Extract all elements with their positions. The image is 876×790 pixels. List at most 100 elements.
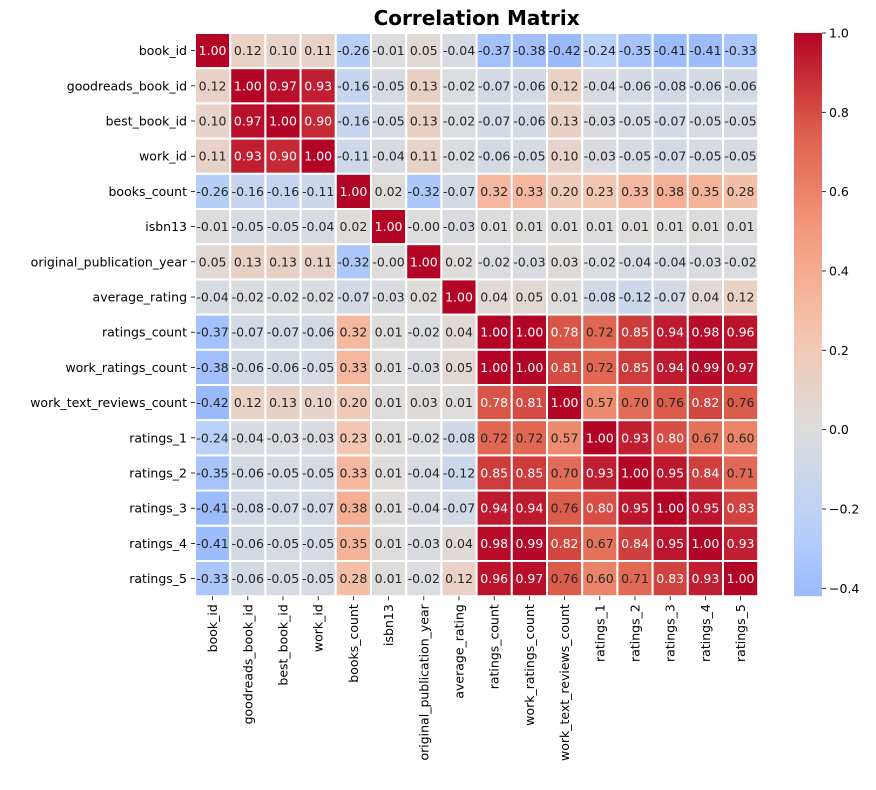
cell-value-label: -0.07 [478, 78, 510, 93]
cell-value-label: -0.06 [513, 114, 545, 129]
cell-value-label: 0.10 [551, 149, 579, 164]
cell-value-label: 0.82 [691, 395, 719, 410]
cell-value-label: 0.93 [621, 430, 649, 445]
column-label: work_text_reviews_count [557, 604, 572, 761]
cell-value-label: 0.13 [269, 254, 297, 269]
cell-value-label: -0.37 [478, 43, 510, 58]
cell-value-label: 0.01 [375, 360, 403, 375]
cell-value-label: 0.05 [515, 290, 543, 305]
cell-value-label: -0.04 [372, 149, 404, 164]
heatmap-cell [229, 243, 267, 281]
cell-value-label: -0.06 [302, 325, 334, 340]
cell-value-label: -0.05 [689, 114, 721, 129]
cell-value-label: -0.38 [513, 43, 545, 58]
cell-value-label: 1.00 [269, 114, 297, 129]
cell-value-label: 1.00 [515, 325, 543, 340]
cell-value-label: -0.35 [619, 43, 651, 58]
cell-value-label: 0.01 [551, 290, 579, 305]
row-label: best_book_id [106, 114, 187, 129]
cell-value-label: 0.81 [515, 395, 543, 410]
cell-value-label: 0.60 [727, 430, 755, 445]
heatmap-cell [264, 243, 302, 281]
cell-value-label: -0.07 [654, 290, 686, 305]
cell-value-label: 0.01 [586, 219, 614, 234]
heatmap-cell [440, 172, 478, 211]
cell-value-label: -0.05 [267, 571, 299, 586]
cell-value-label: 1.00 [586, 430, 614, 445]
cell-value-label: -0.02 [302, 290, 334, 305]
heatmap-cell [686, 524, 724, 562]
heatmap-cell [229, 454, 267, 492]
cell-value-label: -0.02 [443, 78, 475, 93]
cell-value-label: 0.03 [410, 395, 438, 410]
cell-value-label: -0.05 [619, 114, 651, 129]
column-label: original_publication_year [416, 603, 431, 760]
cell-value-label: -0.05 [724, 149, 756, 164]
cell-value-label: -0.04 [302, 219, 334, 234]
heatmap-cell [229, 137, 267, 175]
cell-value-label: -0.06 [724, 78, 756, 93]
cell-value-label: 0.93 [691, 571, 719, 586]
heatmap-cell [440, 489, 478, 527]
cell-value-label: 1.00 [410, 254, 438, 269]
cell-value-label: -0.03 [584, 149, 616, 164]
heatmap-cell [722, 384, 760, 422]
cell-value-label: 0.04 [691, 290, 719, 305]
cell-value-label: -0.02 [724, 254, 756, 269]
heatmap-cell [334, 419, 372, 457]
cell-value-label: 0.13 [410, 78, 438, 93]
heatmap-cell [581, 419, 619, 457]
colorbar-ticks: 1.0 0.8 0.6 0.4 0.2 0.0 −0.2 −0.4 [822, 26, 859, 596]
cell-value-label: -0.16 [337, 114, 369, 129]
heatmap-cell [616, 489, 654, 527]
cell-value-label: 0.85 [621, 360, 649, 375]
cell-value-label: -0.07 [443, 501, 475, 516]
cell-value-label: 1.00 [339, 184, 367, 199]
row-label: ratings_4 [129, 536, 187, 551]
heatmap-cell [581, 560, 619, 598]
cell-value-label: -0.04 [408, 501, 440, 516]
cell-value-label: 0.11 [199, 149, 227, 164]
cell-value-label: -0.05 [267, 219, 299, 234]
cell-value-label: 0.01 [656, 219, 684, 234]
cell-value-label: -0.16 [267, 184, 299, 199]
cell-value-label: -0.06 [232, 466, 264, 481]
cell-value-label: -0.07 [478, 114, 510, 129]
heatmap-cell [475, 278, 513, 316]
cell-value-label: 0.76 [656, 395, 684, 410]
cell-value-label: -0.05 [619, 149, 651, 164]
cell-value-label: -0.02 [408, 325, 440, 340]
cell-value-label: 0.94 [656, 360, 684, 375]
cell-value-label: 0.32 [339, 325, 367, 340]
colorbar-tick-label: 0.8 [829, 105, 849, 120]
cell-value-label: 0.83 [656, 571, 684, 586]
cell-value-label: -0.04 [408, 466, 440, 481]
cell-value-label: -0.12 [619, 290, 651, 305]
cell-value-label: 0.20 [551, 184, 579, 199]
cell-value-label: -0.11 [302, 184, 334, 199]
cell-value-label: -0.02 [478, 254, 510, 269]
heatmap-cell [264, 67, 302, 105]
cell-value-label: 0.13 [410, 114, 438, 129]
cell-value-label: -0.12 [443, 466, 475, 481]
cell-value-label: 0.01 [375, 571, 403, 586]
cell-value-label: -0.08 [232, 501, 264, 516]
column-label: isbn13 [381, 604, 396, 646]
chart-title: Correlation Matrix [374, 6, 580, 30]
cell-value-label: -0.03 [408, 360, 440, 375]
heatmap-cell [546, 489, 584, 527]
heatmap-cell [370, 137, 408, 175]
cell-value-label: 1.00 [515, 360, 543, 375]
cell-value-label: -0.06 [267, 360, 299, 375]
heatmap-cell [264, 348, 302, 386]
cell-value-label: -0.00 [372, 254, 404, 269]
heatmap-cell [440, 243, 478, 281]
heatmap-cell [722, 454, 760, 492]
cell-value-label: -0.24 [584, 43, 616, 58]
cell-value-label: -0.05 [302, 466, 334, 481]
cell-value-label: -0.24 [196, 430, 228, 445]
colorbar-tick-label: 1.0 [829, 26, 849, 41]
cell-value-label: -0.07 [337, 290, 369, 305]
cell-value-label: 0.95 [656, 466, 684, 481]
cell-value-label: 0.12 [551, 78, 579, 93]
